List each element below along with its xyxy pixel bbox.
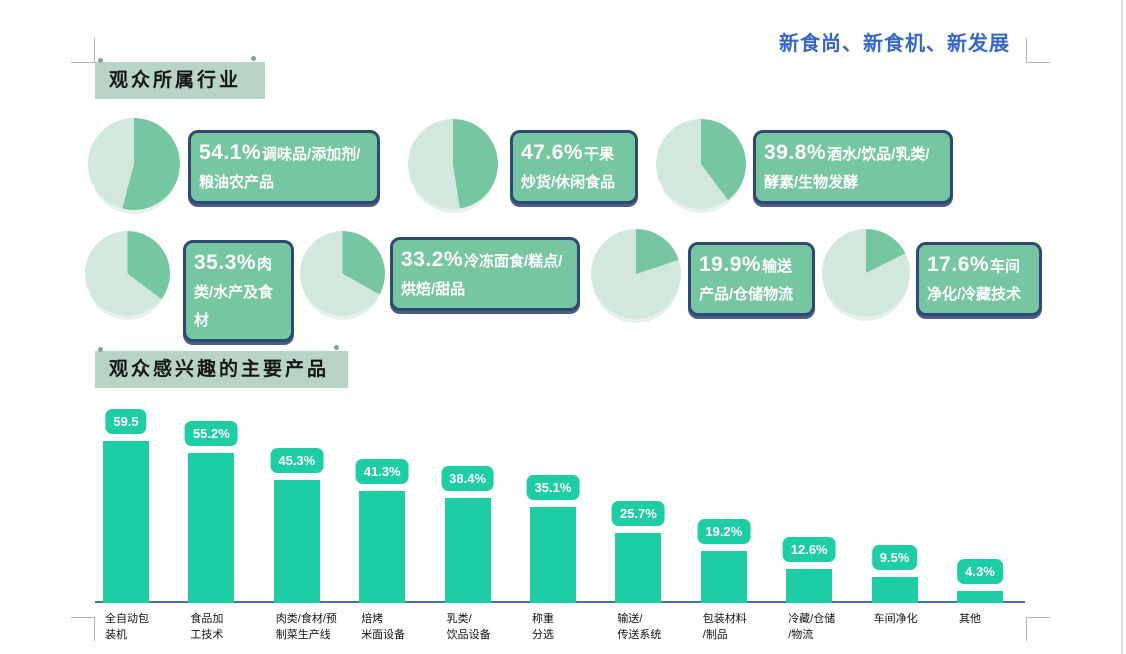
industry-callout-1: 54.1%调味品/添加剂/粮油农产品 [188,130,380,204]
bar-column-6 [530,507,576,603]
industry-callout-pct: 35.3% [194,251,257,274]
bar-category-label-8: 包装材料/制品 [702,613,747,641]
bar-value-label-4: 41.3% [355,459,409,484]
industry-pie-4 [85,231,170,316]
bar-column-1 [103,441,149,603]
bar-column-3 [273,480,320,603]
industry-callout-pct: 17.6% [927,253,990,276]
bar-column-4 [359,491,406,603]
industry-callout-label: 调味品/添加剂/粮油农产品 [199,146,361,191]
industry-callout-pct: 54.1% [199,141,262,164]
bar-category-label-3: 肉类/食材/预 制菜生产线 [275,613,337,641]
bar-category-label-11: 其他 [959,613,981,625]
industry-callout-label: 肉类/水产及食材 [194,256,274,329]
text-boundary-mark-top-right [1026,38,1027,62]
text-boundary-mark-top-left [71,62,95,63]
bar-column-10 [871,577,918,603]
industry-callout-pct: 47.6% [521,141,584,164]
bar-category-label-7: 输送/传送系统 [617,613,662,641]
bar-value-label-2: 55.2% [184,421,238,446]
section-title-products: 观众感兴趣的主要产品 [95,345,348,388]
industry-callout-label: 冷冻面食/糕点/烘焙/甜品 [401,253,563,298]
bar-column-2 [188,453,235,603]
industry-callout-pct: 39.8% [764,141,827,164]
bar-value-label-3: 45.3% [270,448,324,473]
products-bar-chart: 59.5 全自动包 装机 55.2% 食品加 工技术 45.3% 肉类/食材/预 制菜生产线 41… [0,395,1126,654]
industry-callout-label: 车间净化/冷藏技术 [927,258,1022,303]
industry-pie-6 [591,229,681,319]
bar-value-label-1: 59.5 [105,409,147,434]
bar-column-8 [700,551,747,603]
industry-callout-2: 47.6%干果炒货/休闲食品 [510,130,638,204]
page-slogan: 新食尚、新食机、新发展 [779,33,1010,55]
text-boundary-mark-top-left [94,38,95,62]
page-edge-line [1121,0,1123,654]
bar-category-label-9: 冷藏/仓储/物流 [788,613,836,641]
bar-column-7 [615,533,662,603]
bar-value-label-7: 25.7% [611,501,665,526]
bar-category-label-1: 全自动包 装机 [105,613,149,641]
bar-column-5 [444,498,491,603]
industry-callout-7: 17.6%车间净化/冷藏技术 [916,242,1042,316]
bar-value-label-10: 9.5% [871,545,918,570]
industry-pie-5 [300,231,385,316]
industry-callout-label: 酒水/饮品/乳类/酵素/生物发酵 [764,146,930,191]
industry-callout-pct: 19.9% [699,253,762,276]
industry-callout-3: 39.8%酒水/饮品/乳类/酵素/生物发酵 [753,130,953,204]
bar-value-label-9: 12.6% [782,537,836,562]
bar-value-label-11: 4.3% [957,559,1003,584]
industry-callout-4: 35.3%肉类/水产及食材 [183,240,294,342]
section-title-industries-label: 观众所属行业 [109,70,242,91]
bar-value-label-6: 35.1% [526,475,580,500]
text-boundary-mark-bottom-left [71,617,95,618]
industry-pie-1 [88,118,180,210]
industry-callout-label: 干果炒货/休闲食品 [521,146,616,191]
bar-column-9 [786,569,833,603]
bar-category-label-2: 食品加 工技术 [190,613,224,641]
bar-category-label-4: 焙烤 米面设备 [361,613,406,641]
text-boundary-mark-top-right [1026,62,1050,63]
bar-column-11 [957,591,1003,603]
industry-callout-5: 33.2%冷冻面食/糕点/烘焙/甜品 [390,237,580,311]
bar-category-label-5: 乳类/饮品设备 [446,613,491,641]
bar-value-label-5: 38.4% [441,466,495,491]
section-title-products-label: 观众感兴趣的主要产品 [109,359,330,380]
industry-pie-7 [822,229,910,317]
bar-value-label-8: 19.2% [697,519,751,544]
industry-pie-3 [656,119,746,209]
text-boundary-mark-bottom-left [94,617,95,641]
bar-category-label-10: 车间净化 [873,613,918,625]
bar-category-label-6: 称重 分选 [532,613,554,641]
text-boundary-mark-bottom-right [1026,617,1027,641]
industry-pie-2 [408,119,498,209]
text-boundary-mark-bottom-right [1026,617,1050,618]
industry-callout-pct: 33.2% [401,248,464,271]
industry-callout-label: 输送产品/仓储物流 [699,258,794,303]
section-title-industries: 观众所属行业 [95,56,265,99]
industry-callout-6: 19.9%输送产品/仓储物流 [688,242,815,316]
